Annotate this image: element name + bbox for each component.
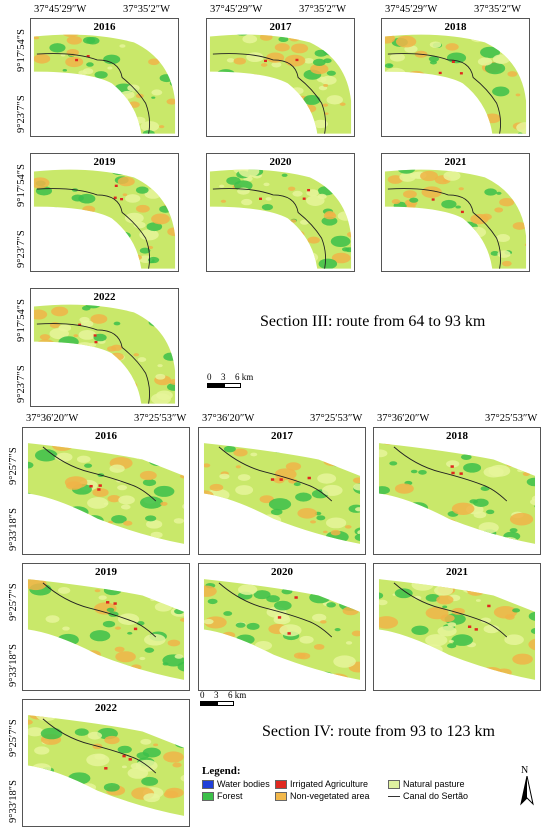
longitude-label-right: 37°35′2″W [299,4,347,15]
map-panel-4-2021: 2021 [373,563,541,691]
legend-item: Water bodies [202,779,270,789]
section-4-label: Section IV: route from 93 to 123 km [262,723,495,740]
longitude-label-left: 37°36′20″W [202,413,255,424]
map-year-label: 2020 [269,156,292,168]
land-cover-map [209,169,352,271]
latitude-label-top: 9°17′54″S [16,298,27,342]
longitude-label-right: 37°35′2″W [123,4,171,15]
land-cover-map [33,304,176,406]
land-cover-map [378,443,536,544]
map-year-label: 2021 [444,156,467,168]
compass-icon [520,776,534,806]
map-panel-3-2021: 2021 [381,153,530,272]
longitude-label-left: 37°36′20″W [26,413,79,424]
legend-label: Water bodies [217,779,270,789]
legend-label: Natural pasture [403,779,465,789]
longitude-label-left: 37°45′29″W [210,4,263,15]
legend-swatch [202,779,214,789]
legend-item: Non-vegetated area [275,791,370,801]
legend-item: Irrigated Agriculture [275,779,368,789]
map-year-label: 2016 [93,21,116,33]
map-year-label: 2016 [95,430,117,442]
land-cover-map [27,443,185,544]
map-year-label: 2022 [95,702,117,714]
legend-swatch [388,795,400,797]
scale-bar-section-3: 0 3 6 km [207,372,267,392]
legend-label: Forest [217,791,243,801]
longitude-label-right: 37°25′53″W [134,413,187,424]
land-cover-map [384,169,527,271]
map-panel-3-2017: 2017 [206,18,355,137]
scale-mid: 3 [214,690,219,700]
map-panel-3-2020: 2020 [206,153,355,272]
latitude-label-top: 9°25′7″S [8,582,19,621]
map-year-label: 2020 [271,566,293,578]
map-panel-3-2019: 2019 [30,153,179,272]
map-year-label: 2018 [446,430,468,442]
map-panel-3-2016: 2016 [30,18,179,137]
latitude-label-bottom: 9°33′18″S [8,780,19,823]
land-cover-map [33,169,176,271]
latitude-label-top: 9°17′54″S [16,163,27,207]
legend-item: Forest [202,791,243,801]
latitude-label-bottom: 9°33′18″S [8,508,19,551]
section-3-label: Section III: route from 64 to 93 km [260,313,486,330]
map-panel-4-2022: 2022 [22,699,190,827]
latitude-label-top: 9°17′54″S [16,28,27,72]
legend-label: Non-vegetated area [290,791,370,801]
map-panel-4-2019: 2019 [22,563,190,691]
north-label: N [521,765,529,776]
scale-mid: 3 [221,372,226,382]
map-panel-3-2018: 2018 [381,18,530,137]
land-cover-map [203,579,361,680]
legend-swatch [275,791,287,801]
scale-end: 6 km [228,690,247,700]
north-arrow: N [515,765,539,806]
map-year-label: 2017 [269,21,292,33]
land-cover-map [27,715,185,816]
longitude-label-right: 37°25′53″W [310,413,363,424]
scale-zero: 0 [200,690,205,700]
legend-label: Canal do Sertão [403,791,469,801]
map-year-label: 2021 [446,566,468,578]
longitude-label-left: 37°36′20″W [377,413,430,424]
legend-item: Natural pasture [388,779,465,789]
latitude-label-bottom: 9°23′7″S [16,365,27,403]
scale-bar-section-4: 0 3 6 km [200,690,260,710]
legend-label: Irrigated Agriculture [290,779,369,789]
map-year-label: 2019 [93,156,116,168]
legend-title: Legend: [202,765,241,777]
latitude-label-top: 9°25′7″S [8,718,19,757]
land-cover-map [27,579,185,680]
land-cover-map [209,34,352,136]
land-cover-map [384,34,527,136]
latitude-label-top: 9°25′7″S [8,446,19,485]
longitude-label-right: 37°25′53″W [485,413,538,424]
longitude-label-right: 37°35′2″W [474,4,522,15]
land-cover-map [378,579,536,680]
land-cover-map [203,443,361,544]
legend-swatch [202,791,214,801]
map-year-label: 2018 [444,21,467,33]
map-panel-3-2022: 2022 [30,288,179,407]
map-year-label: 2019 [95,566,117,578]
map-panel-4-2017: 2017 [198,427,366,555]
scale-zero: 0 [207,372,212,382]
latitude-label-bottom: 9°33′18″S [8,644,19,687]
map-panel-4-2016: 2016 [22,427,190,555]
map-year-label: 2017 [271,430,293,442]
longitude-label-left: 37°45′29″W [34,4,87,15]
legend-swatch [388,779,400,789]
latitude-label-bottom: 9°23′7″S [16,95,27,133]
land-cover-map [33,34,176,136]
scale-end: 6 km [235,372,254,382]
legend-item: Canal do Sertão [388,791,468,801]
legend-swatch [275,779,287,789]
longitude-label-left: 37°45′29″W [385,4,438,15]
map-panel-4-2018: 2018 [373,427,541,555]
map-panel-4-2020: 2020 [198,563,366,691]
map-year-label: 2022 [93,291,116,303]
latitude-label-bottom: 9°23′7″S [16,230,27,268]
